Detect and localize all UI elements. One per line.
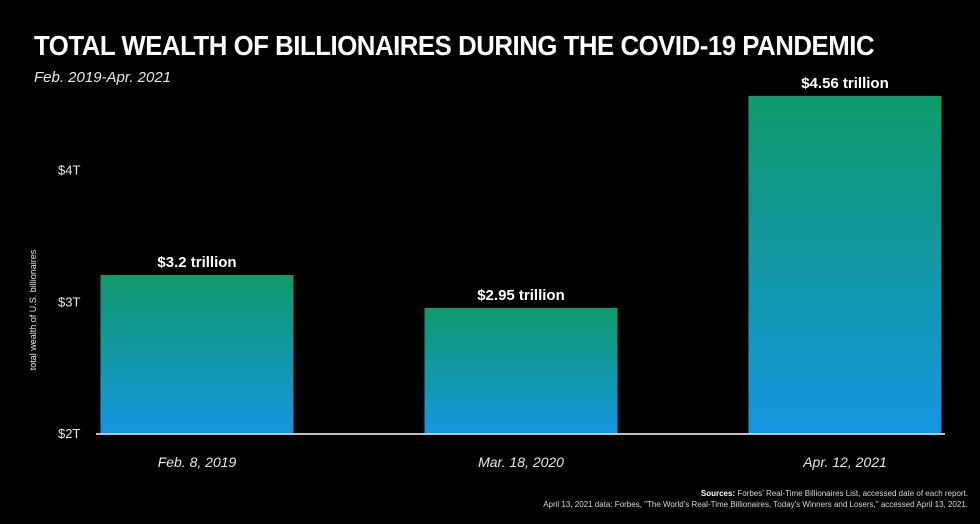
- y-axis-label: total wealth of U.S. billionaires: [28, 249, 38, 370]
- source-line-2: April 13, 2021 data: Forbes, "The World'…: [543, 500, 968, 509]
- y-tick-label-2: $3T: [58, 294, 80, 309]
- data-labels-group: $3.2 trillion $2.95 trillion $4.56 trillio…: [157, 75, 888, 304]
- source-note: Sources: Forbes' Real-Time Billionaires …: [408, 488, 968, 510]
- data-label-1: $3.2 trillion: [157, 254, 236, 271]
- x-tick-label-1: Feb. 8, 2019: [158, 454, 237, 470]
- data-label-2: $2.95 trillion: [477, 287, 565, 304]
- y-ticks-group: $2T $3T $4T: [58, 163, 80, 441]
- x-tick-label-2: Mar. 18, 2020: [478, 454, 564, 470]
- y-tick-label-1: $2T: [58, 426, 80, 441]
- chart-title: TOTAL WEALTH OF BILLIONAIRES DURING THE …: [34, 30, 875, 61]
- bar-2: [424, 307, 618, 433]
- chart-subtitle: Feb. 2019-Apr. 2021: [34, 69, 172, 86]
- y-tick-label-3: $4T: [58, 163, 80, 178]
- bar-3: [748, 95, 942, 433]
- data-label-3: $4.56 trillion: [801, 75, 889, 92]
- x-ticks-group: Feb. 8, 2019 Mar. 18, 2020 Apr. 12, 2021: [158, 454, 887, 470]
- source-line-1: Forbes' Real-Time Billionaires List, acc…: [737, 489, 968, 498]
- source-label: Sources:: [700, 489, 736, 498]
- bars-group: [100, 95, 942, 433]
- bar-1: [100, 274, 294, 433]
- x-tick-label-3: Apr. 12, 2021: [802, 454, 887, 470]
